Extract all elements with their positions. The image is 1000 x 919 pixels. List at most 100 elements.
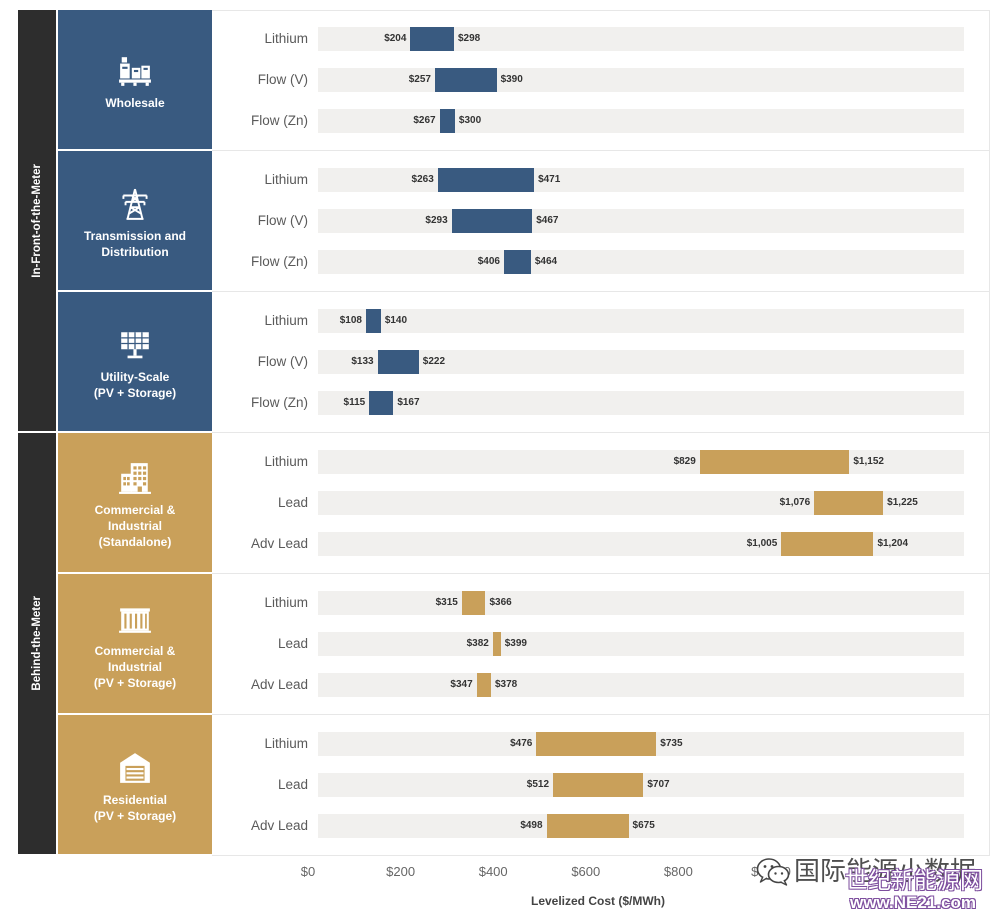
technology-label: Lead — [277, 777, 308, 792]
category-label: Transmission and Distribution — [83, 229, 187, 259]
range-bar — [377, 350, 419, 374]
range-bar — [546, 814, 629, 838]
high-value-label: $399 — [504, 638, 527, 649]
bar-track — [318, 673, 965, 697]
bar-track — [318, 168, 965, 192]
office-building-icon — [118, 461, 152, 495]
bar-track — [318, 209, 965, 233]
category-box: Residential (PV + Storage) — [58, 715, 212, 854]
range-bar — [503, 250, 531, 274]
range-bar — [781, 532, 874, 556]
low-value-label: $293 — [425, 215, 448, 226]
high-value-label: $467 — [536, 215, 559, 226]
watermark-account-name: 国际能源小数据 — [794, 856, 977, 886]
high-value-label: $1,152 — [853, 456, 884, 467]
bar-track — [318, 814, 965, 838]
group-panel — [212, 433, 990, 574]
section-label: Behind-the-Meter — [31, 596, 43, 691]
group-panel — [212, 574, 990, 715]
range-bar — [434, 68, 497, 92]
low-value-label: $498 — [520, 820, 543, 831]
high-value-label: $390 — [500, 74, 523, 85]
low-value-label: $263 — [411, 174, 434, 185]
technology-label: Flow (V) — [257, 72, 308, 87]
low-value-label: $108 — [339, 315, 362, 326]
category-box: Commercial & Industrial (PV + Storage) — [58, 574, 212, 713]
high-value-label: $735 — [660, 738, 683, 749]
high-value-label: $300 — [458, 115, 482, 126]
technology-label: Lithium — [264, 31, 308, 46]
storage-container-icon — [118, 602, 152, 636]
technology-label: Flow (V) — [257, 213, 308, 228]
technology-label: Adv Lead — [250, 677, 308, 692]
low-value-label: $406 — [477, 256, 500, 267]
bar-track — [318, 391, 965, 415]
low-value-label: $512 — [526, 779, 550, 790]
range-bar — [439, 109, 455, 133]
x-tick-label: $0 — [300, 864, 316, 879]
low-value-label: $829 — [673, 456, 696, 467]
watermark-site-name: 世纪新能源网 — [845, 867, 983, 893]
technology-label: Flow (Zn) — [251, 395, 308, 410]
category-box: Utility-Scale (PV + Storage) — [58, 292, 212, 431]
category-label: Commercial & Industrial (PV + Storage) — [93, 644, 177, 690]
house-icon — [118, 751, 152, 785]
range-bar — [366, 309, 381, 333]
range-bar — [536, 732, 657, 756]
high-value-label: $675 — [632, 820, 655, 831]
bar-track — [318, 350, 965, 374]
x-tick-label: $200 — [386, 864, 416, 879]
high-value-label: $378 — [495, 679, 518, 690]
technology-label: Adv Lead — [250, 536, 308, 551]
range-bar — [553, 773, 644, 797]
high-value-label: $464 — [534, 256, 558, 267]
category-label: Residential (PV + Storage) — [93, 793, 177, 823]
technology-label: Lead — [277, 495, 308, 510]
pallet-boxes-icon — [118, 54, 152, 88]
low-value-label: $115 — [343, 397, 366, 408]
group-panel — [212, 10, 990, 151]
technology-label: Lithium — [264, 172, 308, 187]
range-bar — [814, 491, 884, 515]
low-value-label: $315 — [435, 597, 458, 608]
range-bar — [369, 391, 394, 415]
bar-track — [318, 109, 965, 133]
wechat-icon — [756, 857, 790, 887]
technology-label: Flow (V) — [257, 354, 308, 369]
high-value-label: $707 — [647, 779, 670, 790]
technology-label: Flow (Zn) — [251, 113, 308, 128]
bar-track — [318, 450, 965, 474]
transmission-tower-icon — [118, 187, 152, 221]
section-band: Behind-the-Meter — [18, 433, 56, 854]
group-panel — [212, 715, 990, 856]
low-value-label: $1,005 — [746, 538, 778, 549]
high-value-label: $167 — [397, 397, 420, 408]
technology-label: Flow (Zn) — [251, 254, 308, 269]
category-label: Commercial & Industrial (Standalone) — [94, 503, 176, 549]
low-value-label: $204 — [384, 33, 407, 44]
x-axis-title: Levelized Cost ($/MWh) — [530, 894, 665, 908]
range-bar — [476, 673, 491, 697]
x-tick-label: $800 — [663, 864, 693, 879]
technology-label: Lithium — [264, 454, 308, 469]
low-value-label: $257 — [408, 74, 431, 85]
range-bar — [451, 209, 533, 233]
category-label: Wholesale — [105, 96, 165, 110]
low-value-label: $267 — [413, 115, 436, 126]
section-band: In-Front-of-the-Meter — [18, 10, 56, 431]
bar-track — [318, 591, 965, 615]
high-value-label: $1,204 — [877, 538, 909, 549]
high-value-label: $471 — [538, 174, 561, 185]
low-value-label: $1,076 — [779, 497, 811, 508]
technology-label: Lead — [277, 636, 308, 651]
range-bar — [699, 450, 850, 474]
technology-label: Adv Lead — [250, 818, 308, 833]
high-value-label: $298 — [457, 33, 481, 44]
low-value-label: $382 — [466, 638, 489, 649]
category-label: Utility-Scale (PV + Storage) — [93, 370, 177, 400]
range-bar — [437, 168, 535, 192]
low-value-label: $133 — [351, 356, 374, 367]
section-label: In-Front-of-the-Meter — [31, 163, 43, 278]
range-bar — [492, 632, 501, 656]
high-value-label: $1,225 — [887, 497, 918, 508]
